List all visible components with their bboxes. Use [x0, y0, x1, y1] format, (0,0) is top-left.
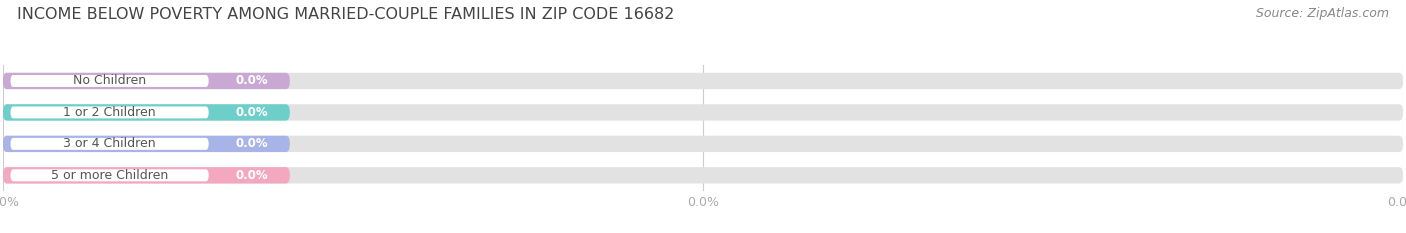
Text: 3 or 4 Children: 3 or 4 Children	[63, 137, 156, 150]
Text: 0.0%: 0.0%	[235, 169, 267, 182]
FancyBboxPatch shape	[3, 73, 290, 89]
FancyBboxPatch shape	[10, 106, 208, 118]
Text: 0.0%: 0.0%	[235, 75, 267, 87]
FancyBboxPatch shape	[3, 104, 1403, 121]
FancyBboxPatch shape	[3, 167, 290, 184]
FancyBboxPatch shape	[3, 136, 290, 152]
Text: 5 or more Children: 5 or more Children	[51, 169, 169, 182]
FancyBboxPatch shape	[10, 75, 208, 87]
FancyBboxPatch shape	[3, 73, 1403, 89]
Text: Source: ZipAtlas.com: Source: ZipAtlas.com	[1256, 7, 1389, 20]
FancyBboxPatch shape	[3, 136, 1403, 152]
FancyBboxPatch shape	[3, 104, 290, 121]
Text: 0.0%: 0.0%	[235, 137, 267, 150]
Text: INCOME BELOW POVERTY AMONG MARRIED-COUPLE FAMILIES IN ZIP CODE 16682: INCOME BELOW POVERTY AMONG MARRIED-COUPL…	[17, 7, 675, 22]
Text: 0.0%: 0.0%	[235, 106, 267, 119]
Text: No Children: No Children	[73, 75, 146, 87]
FancyBboxPatch shape	[10, 169, 208, 181]
Text: 1 or 2 Children: 1 or 2 Children	[63, 106, 156, 119]
FancyBboxPatch shape	[3, 167, 1403, 184]
FancyBboxPatch shape	[10, 138, 208, 150]
